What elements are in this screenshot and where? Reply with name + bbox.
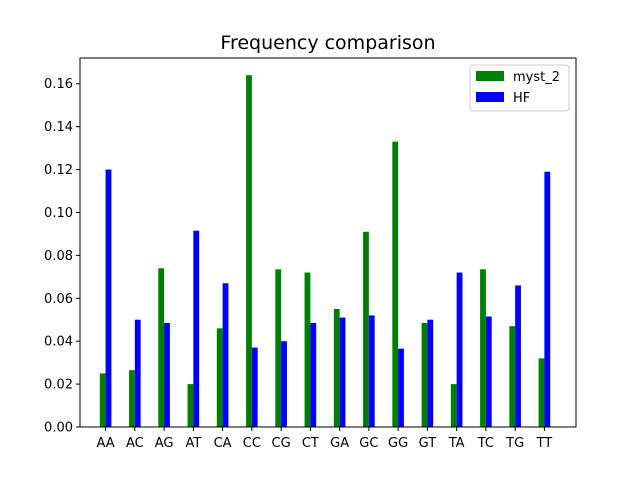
- bar-myst_2-AC: [129, 370, 135, 427]
- x-tick-label: AG: [155, 436, 174, 451]
- legend-label-HF: HF: [513, 91, 530, 106]
- bar-HF-TA: [456, 272, 463, 427]
- bar-HF-GG: [398, 348, 404, 427]
- bar-HF-GT: [427, 319, 434, 427]
- bar-myst_2-TC: [480, 269, 486, 427]
- x-tick-label: TC: [477, 436, 494, 451]
- bar-HF-CG: [281, 341, 287, 427]
- y-tick-label: 0.02: [44, 378, 73, 393]
- y-axis: 0.00 0.02 0.04 0.06 0.08 0.10 0.12 0.14 0.16: [44, 77, 80, 436]
- x-tick-label: AA: [97, 436, 115, 451]
- bar-HF-TC: [485, 316, 492, 427]
- x-tick-label: TG: [505, 436, 524, 451]
- y-tick-label: 0.08: [44, 249, 73, 264]
- x-tick-label: CT: [302, 436, 319, 451]
- bar-myst_2-TG: [509, 326, 516, 427]
- bar-HF-CA: [222, 283, 229, 427]
- x-tick-label: AC: [126, 436, 144, 451]
- bar-HF-AA: [105, 169, 112, 427]
- bar-myst_2-AA: [99, 373, 106, 427]
- x-tick-label: TA: [448, 436, 465, 451]
- bar-HF-GC: [368, 315, 375, 427]
- x-tick-label: CC: [243, 436, 261, 451]
- bar-myst_2-AG: [158, 268, 165, 427]
- bar-myst_2-CA: [216, 328, 223, 427]
- bar-myst_2-GT: [421, 322, 428, 427]
- plot-frame: [79, 57, 577, 428]
- bar-HF-AC: [134, 319, 141, 427]
- bar-myst_2-GA: [333, 309, 340, 427]
- y-tick-label: 0.10: [44, 206, 73, 221]
- x-tick-label: TT: [536, 436, 553, 451]
- legend-swatch-HF: [476, 92, 504, 102]
- bar-HF-GA: [339, 317, 346, 427]
- x-tick-label: GG: [388, 436, 408, 451]
- x-tick-label: GA: [330, 436, 349, 451]
- bar-myst_2-CT: [304, 272, 311, 427]
- y-tick-label: 0.14: [44, 120, 73, 135]
- bars: [99, 75, 551, 428]
- bar-HF-CT: [310, 322, 317, 427]
- y-tick-label: 0.00: [44, 421, 73, 436]
- x-tick-label: GC: [359, 436, 378, 451]
- bar-HF-TT: [544, 171, 551, 427]
- bar-myst_2-GC: [363, 231, 369, 427]
- bar-myst_2-GG: [392, 141, 399, 427]
- y-tick-label: 0.12: [44, 163, 73, 178]
- bar-myst_2-CG: [275, 269, 282, 427]
- x-tick-label: GT: [419, 436, 437, 451]
- x-tick-label: CA: [214, 436, 232, 451]
- bar-myst_2-TT: [538, 358, 545, 427]
- legend-swatch-myst_2: [476, 71, 504, 81]
- bar-myst_2-AT: [187, 384, 194, 427]
- bar-myst_2-TA: [450, 384, 457, 427]
- chart-title: Frequency comparison: [220, 32, 435, 54]
- bar-myst_2-CC: [246, 75, 252, 428]
- legend: myst_2 HF: [469, 64, 570, 112]
- y-tick-label: 0.04: [44, 335, 73, 350]
- bar-HF-AG: [164, 322, 170, 427]
- x-tick-label: CG: [272, 436, 291, 451]
- bar-HF-TG: [515, 285, 521, 427]
- bar-HF-CC: [251, 347, 258, 427]
- legend-label-myst_2: myst_2: [513, 70, 560, 85]
- y-tick-label: 0.06: [44, 292, 73, 307]
- bar-HF-AT: [193, 230, 200, 427]
- y-tick-label: 0.16: [44, 77, 73, 92]
- x-axis: AA AC AG AT CA CC CG CT GA GC GG GT TA TC TG TT: [97, 427, 553, 451]
- x-tick-label: AT: [185, 436, 201, 451]
